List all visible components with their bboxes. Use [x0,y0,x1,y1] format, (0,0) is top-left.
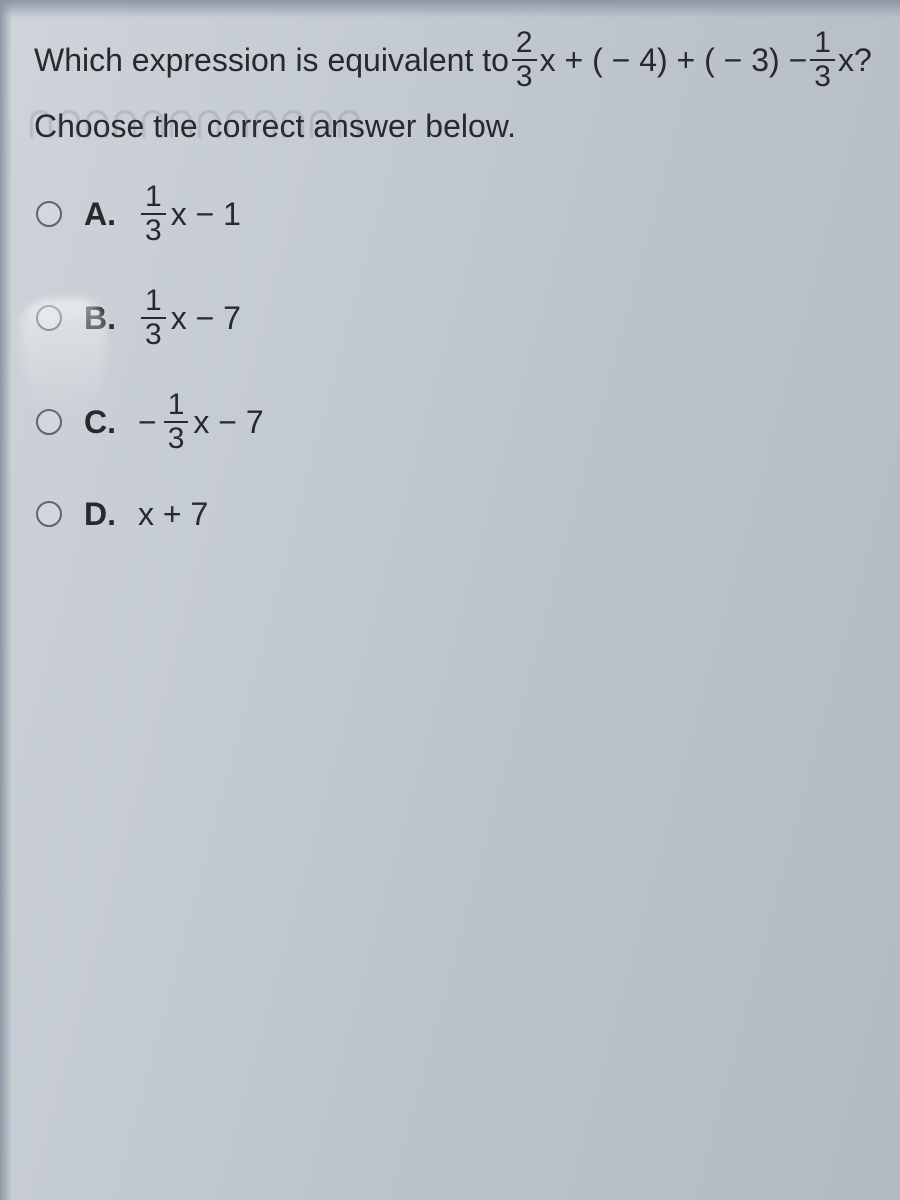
radio-button[interactable] [36,201,62,227]
option-label: D. [84,494,116,534]
option-after-text: x − 7 [193,402,263,442]
option-expression: 13x − 7 [138,286,241,350]
frac-den: 3 [141,215,166,246]
option-fraction: 13 [141,286,166,350]
question-text: Which expression is equivalent to 2 3 x … [34,28,870,92]
frac-den: 3 [164,423,189,454]
question-suffix: x? [838,40,872,80]
frac-den: 3 [512,61,537,92]
frac-num: 1 [164,390,189,423]
option-expression: 13x − 1 [138,182,241,246]
options-list: A.13x − 1B.13x − 7C.−13x − 7D.x + 7 [36,182,870,534]
option-row[interactable]: B. 13x − 7 [36,286,870,350]
frac-den: 3 [810,61,835,92]
option-fraction: 13 [164,390,189,454]
option-fraction: 13 [141,182,166,246]
option-after-text: x − 7 [171,298,241,338]
frac-num: 1 [810,28,835,61]
quiz-screen: Which expression is equivalent to 2 3 x … [0,0,900,1200]
radio-button[interactable] [36,409,62,435]
radio-button[interactable] [36,305,62,331]
option-label: B. [84,298,116,338]
frac-num: 1 [141,286,166,319]
instruction-text: Choose the correct answer below. [34,106,870,146]
negative-sign: − [138,402,157,442]
option-row[interactable]: C.−13x − 7 [36,390,870,454]
option-after-text: x − 1 [171,194,241,234]
option-row[interactable]: D. x + 7 [36,494,870,534]
frac-num: 1 [141,182,166,215]
option-expression: −13x − 7 [138,390,264,454]
question-frac-1: 2 3 [512,28,537,92]
radio-button[interactable] [36,501,62,527]
screen-left-shadow [0,0,12,1200]
question-mid: x + ( − 4) + ( − 3) − [540,40,808,80]
option-label: A. [84,194,116,234]
frac-num: 2 [512,28,537,61]
question-prefix: Which expression is equivalent to [34,40,509,80]
question-frac-2: 1 3 [810,28,835,92]
frac-den: 3 [141,319,166,350]
screen-top-shadow [0,0,900,18]
option-label: C. [84,402,116,442]
option-expression: x + 7 [138,494,208,534]
option-plain-text: x + 7 [138,494,208,534]
option-row[interactable]: A. 13x − 1 [36,182,870,246]
